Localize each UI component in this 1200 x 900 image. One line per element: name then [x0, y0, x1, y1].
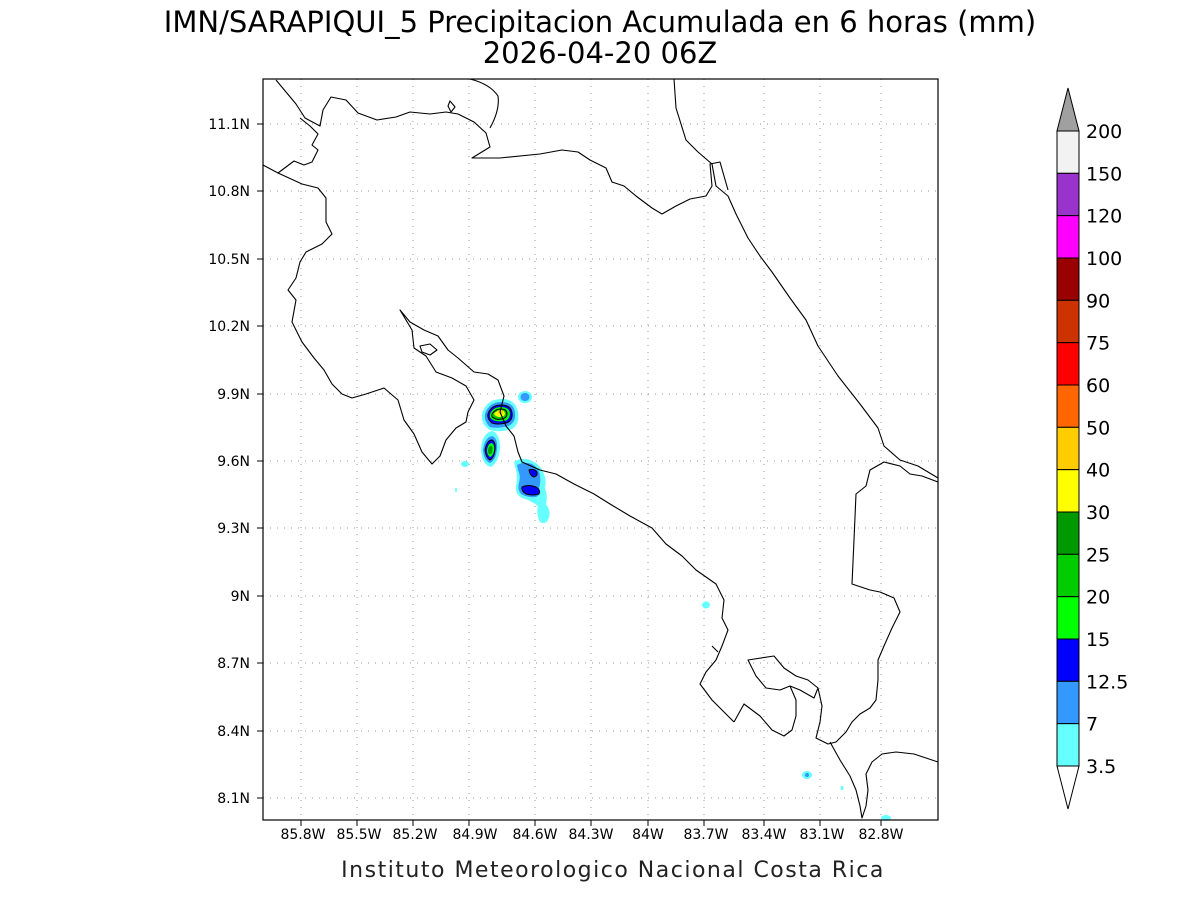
golfo-dulce-east	[815, 589, 901, 745]
cell-small-5	[840, 786, 844, 790]
cell-small-6	[455, 488, 457, 492]
burica-peninsula	[829, 741, 939, 819]
lat-tick-label: 9N	[231, 589, 250, 605]
lat-tick-label: 8.4N	[217, 724, 250, 740]
colorbar-labels: 200 150 120 100 90 75 60 50 40 30 25 20 15 12.5 7 3.5	[1086, 121, 1128, 778]
map-background	[263, 79, 938, 820]
colorbar-level-label: 75	[1086, 333, 1110, 355]
colorbar-swatch	[1056, 342, 1080, 386]
lon-tick-label: 85.5W	[336, 827, 381, 843]
colorbar-level-label: 60	[1086, 375, 1110, 397]
lat-tick-label: 11.1N	[208, 117, 250, 133]
colorbar-level-label: 20	[1086, 587, 1110, 609]
colorbar-swatch	[1056, 553, 1080, 598]
colorbar-swatch	[1056, 723, 1080, 767]
lat-tick-label: 10.5N	[208, 252, 250, 268]
colorbar-level-label: 7	[1086, 714, 1098, 736]
colorbar-swatch	[1056, 215, 1080, 259]
cell-coast-12p5-b	[521, 485, 540, 495]
colorbar-swatch	[1056, 130, 1080, 174]
lake-coast-north	[469, 78, 499, 129]
cell-south-main-30	[488, 445, 493, 455]
lat-tick-label: 10.8N	[208, 184, 250, 200]
colorbar-level-label: 50	[1086, 417, 1110, 439]
osa-peninsula	[733, 655, 819, 737]
lat-tick-label: 9.9N	[217, 387, 250, 403]
map-frame	[262, 78, 939, 821]
colorbar-swatch	[1056, 426, 1080, 471]
colorbar-swatch	[1056, 638, 1080, 682]
cell-small-1	[461, 461, 469, 467]
colorbar-level-label: 40	[1086, 460, 1110, 482]
lake-island	[447, 100, 456, 113]
lat-tick-label: 8.7N	[217, 656, 250, 672]
colorbar-swatch	[1056, 384, 1080, 428]
cell-coast-contour	[521, 485, 541, 496]
colorbar-over-arrow	[1056, 87, 1080, 132]
lat-axis: 11.1N 10.8N 10.5N 10.2N 9.9N 9.6N 9.3N 9…	[208, 117, 250, 807]
colorbar-level-label: 120	[1086, 206, 1122, 228]
colorbar-level-label: 100	[1086, 248, 1122, 270]
title-line1: IMN/SARAPIQUI_5 Precipitacion Acumulada …	[164, 5, 1036, 39]
colorbar-swatch	[1056, 469, 1080, 513]
coastlines-borders	[262, 78, 939, 819]
colorbar-swatch	[1056, 257, 1080, 301]
cell-small-3-core	[805, 773, 809, 777]
lat-tick-label: 9.3N	[217, 521, 250, 537]
lon-tick-label: 82.8W	[858, 827, 903, 843]
gridlines	[263, 79, 938, 820]
cell-south-contour	[484, 439, 496, 461]
colorbar-level-label: 25	[1086, 544, 1110, 566]
lon-tick-label: 83.7W	[683, 827, 728, 843]
colorbar-level-label: 150	[1086, 163, 1122, 185]
colorbar-swatch	[1056, 596, 1080, 640]
colorbar-level-label: 90	[1086, 290, 1110, 312]
cell-north-contour	[487, 404, 513, 425]
lon-axis: 85.8W 85.5W 85.2W 84.9W 84.6W 84.3W 84W …	[280, 827, 903, 843]
map-panel	[262, 78, 939, 821]
cell-east-dot-7	[520, 393, 530, 401]
lon-tick-label: 83.4W	[741, 827, 786, 843]
lat-ticks	[257, 123, 263, 799]
lat-tick-label: 8.1N	[217, 791, 250, 807]
nicaragua-border	[275, 79, 729, 215]
lon-tick-label: 84.9W	[452, 827, 497, 843]
colorbar-swatch	[1056, 511, 1080, 555]
colorbar-level-label: 3.5	[1086, 756, 1116, 778]
colorbar-swatch	[1056, 299, 1080, 344]
title-line2: 2026-04-20 06Z	[483, 36, 718, 70]
caribbean-coast	[673, 78, 939, 479]
pacific-coast-central	[499, 411, 735, 723]
colorbar-swatch	[1056, 680, 1080, 725]
lon-tick-label: 84.3W	[568, 827, 613, 843]
colorbar: 200 150 120 100 90 75 60 50 40 30 25 20 15 12.5 7 3.5	[1056, 87, 1128, 810]
lon-tick-label: 85.2W	[392, 827, 437, 843]
precipitation-shading	[455, 391, 891, 821]
colorbar-level-label: 15	[1086, 629, 1110, 651]
cell-north-main-50	[498, 410, 504, 414]
colorbar-level-label: 12.5	[1086, 671, 1128, 693]
lat-tick-label: 9.6N	[217, 454, 250, 470]
cell-north-contour-inner	[491, 408, 508, 420]
lon-tick-label: 83.1W	[799, 827, 844, 843]
colorbar-level-label: 30	[1086, 502, 1110, 524]
lon-tick-label: 84W	[632, 827, 664, 843]
cell-small-2	[702, 601, 710, 609]
cell-coast-contour-a	[528, 468, 538, 478]
colorbar-level-label: 200	[1086, 121, 1122, 143]
colorbar-boxes	[1056, 130, 1080, 767]
lon-tick-label: 85.8W	[280, 827, 325, 843]
lon-tick-label: 84.6W	[512, 827, 557, 843]
footer-credit: Instituto Meteorologico Nacional Costa R…	[341, 858, 885, 883]
colorbar-swatch	[1056, 172, 1080, 217]
nicoya-island	[419, 343, 438, 356]
panama-border	[851, 461, 939, 591]
colorbar-under-arrow	[1056, 765, 1080, 810]
lat-tick-label: 10.2N	[208, 319, 250, 335]
lon-ticks	[300, 820, 882, 826]
pacific-coast-north	[262, 117, 505, 465]
